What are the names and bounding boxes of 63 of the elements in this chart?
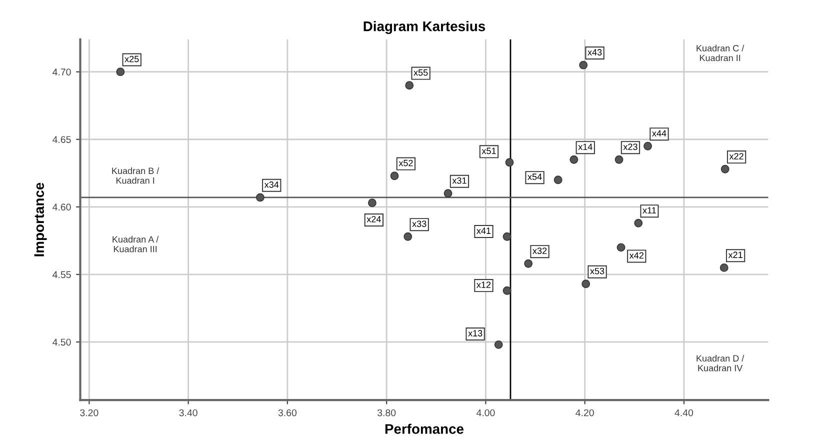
x-axis-title: Perfomance [385, 424, 464, 434]
data-label: x31 [452, 177, 466, 184]
point [720, 263, 728, 272]
y-tick-label: 4.60 [52, 204, 71, 211]
point [116, 68, 125, 76]
point [444, 189, 452, 198]
point [634, 218, 643, 228]
x-tick-label: 4.20 [576, 409, 594, 416]
y-tick-label: 4.70 [52, 68, 71, 76]
point [502, 286, 512, 295]
data-label: x53 [590, 268, 604, 274]
y-axis-title: Importance [34, 182, 47, 256]
data-label: x41 [476, 228, 491, 234]
data-label: x34 [264, 181, 279, 188]
y-tick-label: 4.50 [52, 338, 71, 346]
data-label: x44 [652, 130, 666, 136]
chart-title: Diagram Kartesius [364, 21, 486, 34]
data-label: x12 [476, 282, 491, 288]
annotation: Kuadran B / Kuadran I [112, 167, 160, 184]
point [405, 81, 414, 90]
point [579, 60, 588, 70]
data-label: x25 [124, 56, 139, 62]
point [494, 340, 503, 349]
point [554, 176, 562, 184]
data-label: x24 [366, 216, 381, 222]
y-tick-label: 4.65 [52, 136, 71, 143]
data-label: x14 [578, 144, 592, 150]
x-tick-label: 4.00 [476, 409, 495, 416]
data-label: x51 [482, 148, 496, 154]
point [582, 280, 590, 288]
data-label: x43 [588, 49, 602, 56]
point [505, 158, 514, 167]
data-label: x11 [642, 207, 656, 214]
data-label: x22 [729, 153, 744, 160]
data-label: x23 [623, 144, 638, 150]
annotation: Kuadran D / Kuadran IV [696, 354, 744, 372]
x-tick-label: 4.40 [674, 409, 694, 416]
data-label: x13 [468, 330, 482, 336]
point [502, 232, 512, 241]
data-label: x33 [412, 220, 426, 227]
data-label: x54 [528, 174, 542, 180]
y-tick-label: 4.55 [52, 271, 71, 278]
data-label: x52 [398, 160, 413, 166]
data-label: x21 [728, 252, 742, 258]
annotation: Kuadran C / Kuadran II [696, 44, 744, 62]
point [616, 243, 626, 252]
data-label: x32 [532, 248, 547, 254]
point [644, 142, 652, 150]
point [614, 155, 624, 164]
annotation: Kuadran A / Kuadran III [112, 236, 159, 252]
point [368, 198, 376, 208]
point [570, 155, 578, 164]
x-tick-label: 3.60 [278, 409, 297, 416]
point [256, 193, 264, 202]
x-tick-label: 3.20 [80, 409, 98, 416]
point [720, 164, 730, 174]
data-label: x55 [414, 69, 428, 76]
point [524, 259, 533, 268]
point [404, 232, 412, 241]
x-tick-label: 3.40 [179, 409, 198, 416]
x-tick-label: 3.80 [377, 409, 396, 416]
point [390, 172, 399, 180]
data-label: x42 [629, 252, 644, 259]
